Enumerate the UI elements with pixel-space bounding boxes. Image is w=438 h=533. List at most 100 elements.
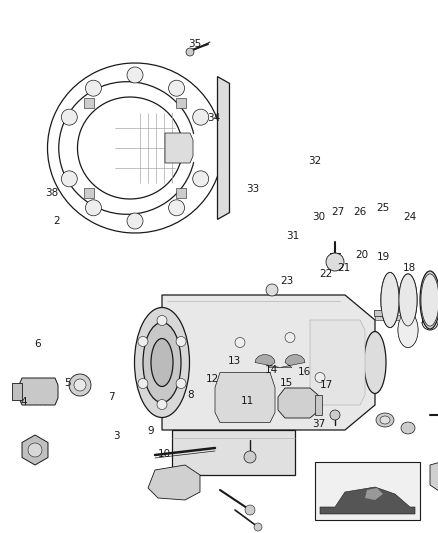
Circle shape bbox=[176, 378, 186, 389]
Circle shape bbox=[266, 284, 278, 296]
Text: 2: 2 bbox=[53, 216, 60, 226]
Text: 27: 27 bbox=[332, 207, 345, 217]
Text: 22: 22 bbox=[320, 270, 333, 279]
Polygon shape bbox=[375, 315, 412, 320]
Text: 13: 13 bbox=[228, 357, 241, 366]
Text: 33: 33 bbox=[247, 184, 260, 194]
Polygon shape bbox=[172, 430, 295, 475]
Circle shape bbox=[69, 374, 91, 396]
Circle shape bbox=[193, 171, 209, 187]
Text: 18: 18 bbox=[403, 263, 416, 272]
Polygon shape bbox=[84, 99, 94, 108]
Circle shape bbox=[127, 213, 143, 229]
Ellipse shape bbox=[401, 422, 415, 434]
Polygon shape bbox=[280, 354, 305, 367]
Ellipse shape bbox=[421, 274, 438, 326]
Circle shape bbox=[193, 109, 209, 125]
Text: 23: 23 bbox=[280, 277, 293, 286]
Circle shape bbox=[245, 505, 255, 515]
Ellipse shape bbox=[399, 274, 417, 326]
Ellipse shape bbox=[420, 271, 438, 329]
Text: 34: 34 bbox=[207, 114, 220, 123]
Polygon shape bbox=[218, 77, 230, 220]
Polygon shape bbox=[430, 458, 438, 495]
Polygon shape bbox=[374, 310, 394, 316]
Text: 37: 37 bbox=[312, 419, 325, 429]
Ellipse shape bbox=[381, 272, 399, 327]
Circle shape bbox=[169, 200, 184, 216]
Text: 24: 24 bbox=[403, 213, 416, 222]
Text: 38: 38 bbox=[45, 188, 58, 198]
Circle shape bbox=[186, 48, 194, 56]
Ellipse shape bbox=[381, 272, 399, 327]
Text: 16: 16 bbox=[298, 367, 311, 377]
Polygon shape bbox=[255, 354, 280, 367]
Text: 30: 30 bbox=[312, 213, 325, 222]
Text: 26: 26 bbox=[353, 207, 367, 217]
Circle shape bbox=[85, 200, 102, 216]
Circle shape bbox=[285, 333, 295, 343]
Polygon shape bbox=[310, 320, 365, 405]
Circle shape bbox=[127, 67, 143, 83]
Polygon shape bbox=[12, 383, 22, 400]
Text: 12: 12 bbox=[206, 375, 219, 384]
Text: 25: 25 bbox=[377, 203, 390, 213]
Bar bbox=[315, 462, 420, 520]
Ellipse shape bbox=[398, 312, 418, 348]
Circle shape bbox=[138, 336, 148, 346]
Circle shape bbox=[315, 373, 325, 383]
Text: 35: 35 bbox=[188, 39, 201, 49]
Text: 15: 15 bbox=[280, 378, 293, 387]
Circle shape bbox=[169, 80, 184, 96]
Text: 32: 32 bbox=[308, 156, 321, 166]
Ellipse shape bbox=[398, 312, 418, 348]
Polygon shape bbox=[22, 435, 48, 465]
Polygon shape bbox=[320, 487, 415, 514]
Text: 10: 10 bbox=[158, 449, 171, 459]
Polygon shape bbox=[84, 188, 94, 198]
Text: 6: 6 bbox=[34, 339, 41, 349]
Text: 4: 4 bbox=[21, 398, 28, 407]
Text: 9: 9 bbox=[148, 426, 155, 435]
Text: 8: 8 bbox=[187, 391, 194, 400]
Text: 20: 20 bbox=[355, 250, 368, 260]
Ellipse shape bbox=[380, 416, 390, 424]
Text: 19: 19 bbox=[377, 252, 390, 262]
Circle shape bbox=[157, 400, 167, 409]
Circle shape bbox=[85, 80, 102, 96]
Ellipse shape bbox=[376, 413, 394, 427]
Ellipse shape bbox=[151, 338, 173, 386]
Circle shape bbox=[326, 253, 344, 271]
Circle shape bbox=[330, 410, 340, 420]
Circle shape bbox=[157, 316, 167, 326]
Circle shape bbox=[176, 336, 186, 346]
Circle shape bbox=[254, 523, 262, 531]
Text: 31: 31 bbox=[286, 231, 299, 240]
Circle shape bbox=[61, 171, 77, 187]
Polygon shape bbox=[315, 395, 322, 415]
Polygon shape bbox=[177, 99, 186, 108]
Polygon shape bbox=[215, 373, 275, 423]
Text: 3: 3 bbox=[113, 431, 120, 441]
Ellipse shape bbox=[399, 274, 417, 326]
Circle shape bbox=[28, 443, 42, 457]
Circle shape bbox=[74, 379, 86, 391]
Ellipse shape bbox=[134, 308, 190, 417]
Polygon shape bbox=[365, 488, 383, 500]
Polygon shape bbox=[148, 465, 200, 500]
Polygon shape bbox=[162, 295, 375, 430]
Polygon shape bbox=[177, 188, 186, 198]
Ellipse shape bbox=[364, 332, 386, 393]
Circle shape bbox=[244, 451, 256, 463]
Text: 5: 5 bbox=[64, 378, 71, 387]
Circle shape bbox=[235, 337, 245, 348]
Text: 21: 21 bbox=[337, 263, 350, 272]
Text: 17: 17 bbox=[320, 380, 333, 390]
Circle shape bbox=[61, 109, 77, 125]
Text: 11: 11 bbox=[241, 396, 254, 406]
Polygon shape bbox=[19, 378, 58, 405]
Polygon shape bbox=[165, 133, 193, 163]
Text: 14: 14 bbox=[265, 366, 278, 375]
Text: 7: 7 bbox=[108, 392, 115, 402]
Circle shape bbox=[138, 378, 148, 389]
